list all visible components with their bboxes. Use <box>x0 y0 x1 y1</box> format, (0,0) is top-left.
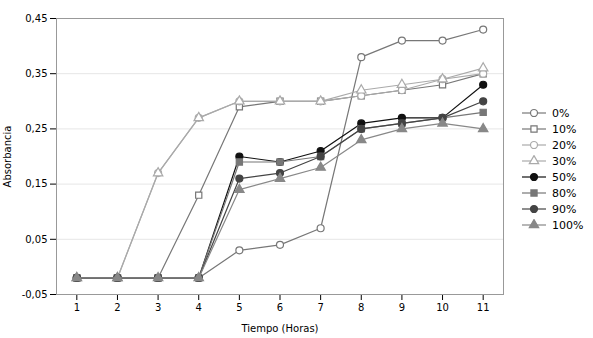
svg-text:0,45: 0,45 <box>25 13 47 24</box>
html-text:20%: 20% <box>552 138 577 152</box>
svg-text:0,25: 0,25 <box>25 123 47 134</box>
svg-text:4: 4 <box>196 302 202 313</box>
svg-text:0,35: 0,35 <box>25 68 47 79</box>
html-text:100%: 100% <box>552 218 584 232</box>
svg-text:Tiempo (Horas): Tiempo (Horas) <box>240 323 318 334</box>
svg-text:Absorbancia: Absorbancia <box>2 126 13 188</box>
svg-text:3: 3 <box>155 302 161 313</box>
html-text:50%: 50% <box>552 170 577 184</box>
svg-text:6: 6 <box>277 302 283 313</box>
svg-text:2: 2 <box>114 302 120 313</box>
svg-text:7: 7 <box>317 302 323 313</box>
html-text:30%: 30% <box>552 154 577 168</box>
html-text:90%: 90% <box>552 202 577 216</box>
svg-text:-0,05: -0,05 <box>22 289 48 300</box>
svg-text:11: 11 <box>477 302 490 313</box>
svg-text:9: 9 <box>399 302 405 313</box>
svg-text:0,05: 0,05 <box>25 234 47 245</box>
svg-text:10: 10 <box>436 302 449 313</box>
svg-text:0,15: 0,15 <box>25 178 47 189</box>
html-text:10%: 10% <box>552 122 577 136</box>
svg-text:5: 5 <box>236 302 242 313</box>
svg-text:8: 8 <box>358 302 364 313</box>
svg-text:1: 1 <box>74 302 80 313</box>
html-text:0%: 0% <box>552 106 570 120</box>
html-text:80%: 80% <box>552 186 577 200</box>
